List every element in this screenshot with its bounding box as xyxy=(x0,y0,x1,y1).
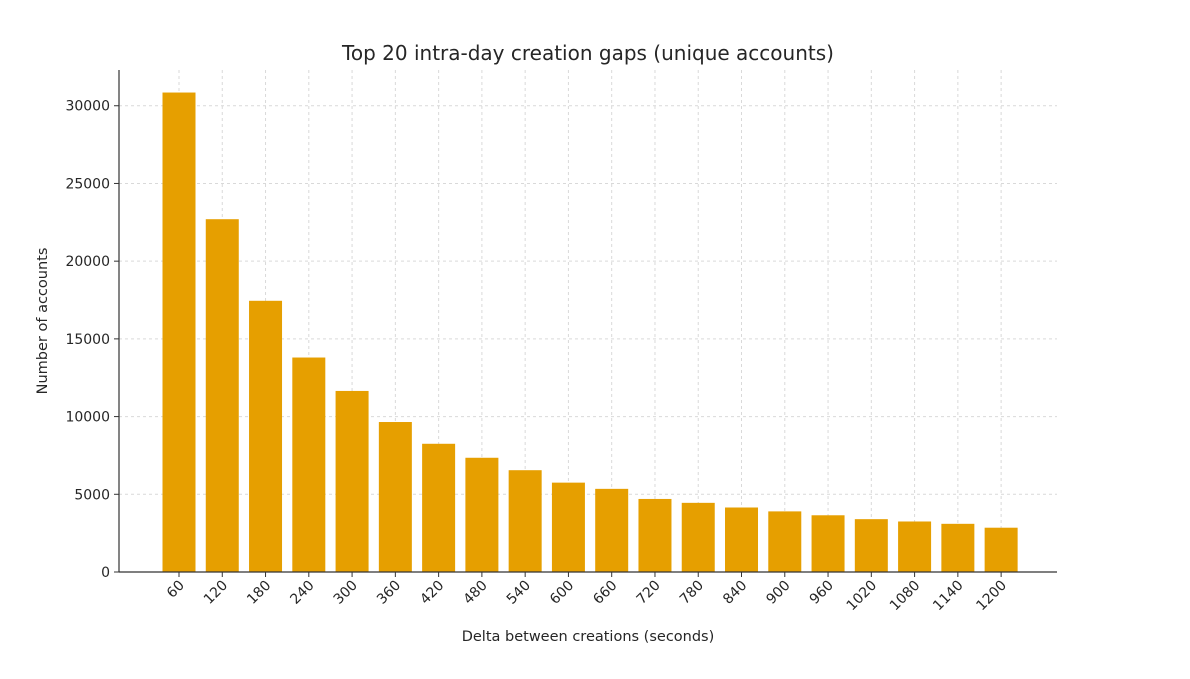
y-tick-label: 15000 xyxy=(65,332,110,348)
y-tick-label: 20000 xyxy=(65,254,110,270)
x-tick-label: 780 xyxy=(677,578,707,608)
bar-840 xyxy=(725,507,759,572)
bar-660 xyxy=(595,488,629,572)
bar-1020 xyxy=(854,519,888,572)
bar-1080 xyxy=(898,521,932,572)
y-tick-labels: 0 5000 10000 15000 20000 25000 30000 xyxy=(65,99,110,581)
x-tick-label: 60 xyxy=(164,578,188,602)
x-tick-label: 480 xyxy=(461,578,491,608)
x-tick-label: 300 xyxy=(331,578,361,608)
x-tick-label: 240 xyxy=(287,578,317,608)
x-tick-label: 840 xyxy=(720,578,750,608)
y-tick-label: 25000 xyxy=(65,176,110,192)
x-tick-label: 420 xyxy=(417,578,447,608)
bar-60 xyxy=(162,92,196,572)
bar-540 xyxy=(508,470,542,572)
chart-title: Top 20 intra-day creation gaps (unique a… xyxy=(341,41,834,65)
x-tick-labels: 60 120 180 240 300 360 420 480 540 600 660 720 780 84… xyxy=(164,578,1010,615)
y-tick-label: 10000 xyxy=(65,410,110,426)
x-tick-label: 1080 xyxy=(887,578,924,615)
x-tick-label: 1200 xyxy=(973,578,1010,615)
bar-780 xyxy=(681,502,715,572)
bar-300 xyxy=(335,390,369,572)
axes xyxy=(114,70,1057,577)
bar-240 xyxy=(292,357,326,572)
x-tick-label: 660 xyxy=(590,578,620,608)
bar-1140 xyxy=(941,523,975,572)
y-axis-label: Number of accounts xyxy=(35,248,51,395)
bar-1200 xyxy=(984,527,1018,572)
x-axis-label: Delta between creations (seconds) xyxy=(462,629,715,645)
x-tick-label: 180 xyxy=(244,578,274,608)
bar-900 xyxy=(768,511,802,572)
bar-180 xyxy=(249,300,283,572)
bar-420 xyxy=(422,443,456,572)
bar-120 xyxy=(205,219,239,572)
y-tick-label: 30000 xyxy=(65,99,110,115)
bar-960 xyxy=(811,515,845,572)
bar-360 xyxy=(378,422,412,572)
bar-600 xyxy=(551,482,585,572)
x-tick-label: 360 xyxy=(374,578,404,608)
x-tick-label: 960 xyxy=(807,578,837,608)
bar-480 xyxy=(465,457,499,572)
bar-720 xyxy=(638,498,672,572)
x-tick-label: 1020 xyxy=(844,578,881,615)
x-tick-label: 540 xyxy=(504,578,534,608)
bars xyxy=(162,92,1018,572)
y-tick-label: 0 xyxy=(101,565,110,581)
x-tick-label: 120 xyxy=(201,578,231,608)
x-tick-label: 900 xyxy=(763,578,793,608)
y-tick-label: 5000 xyxy=(74,487,110,503)
x-tick-label: 720 xyxy=(634,578,664,608)
x-tick-label: 600 xyxy=(547,578,577,608)
x-tick-label: 1140 xyxy=(930,578,967,615)
